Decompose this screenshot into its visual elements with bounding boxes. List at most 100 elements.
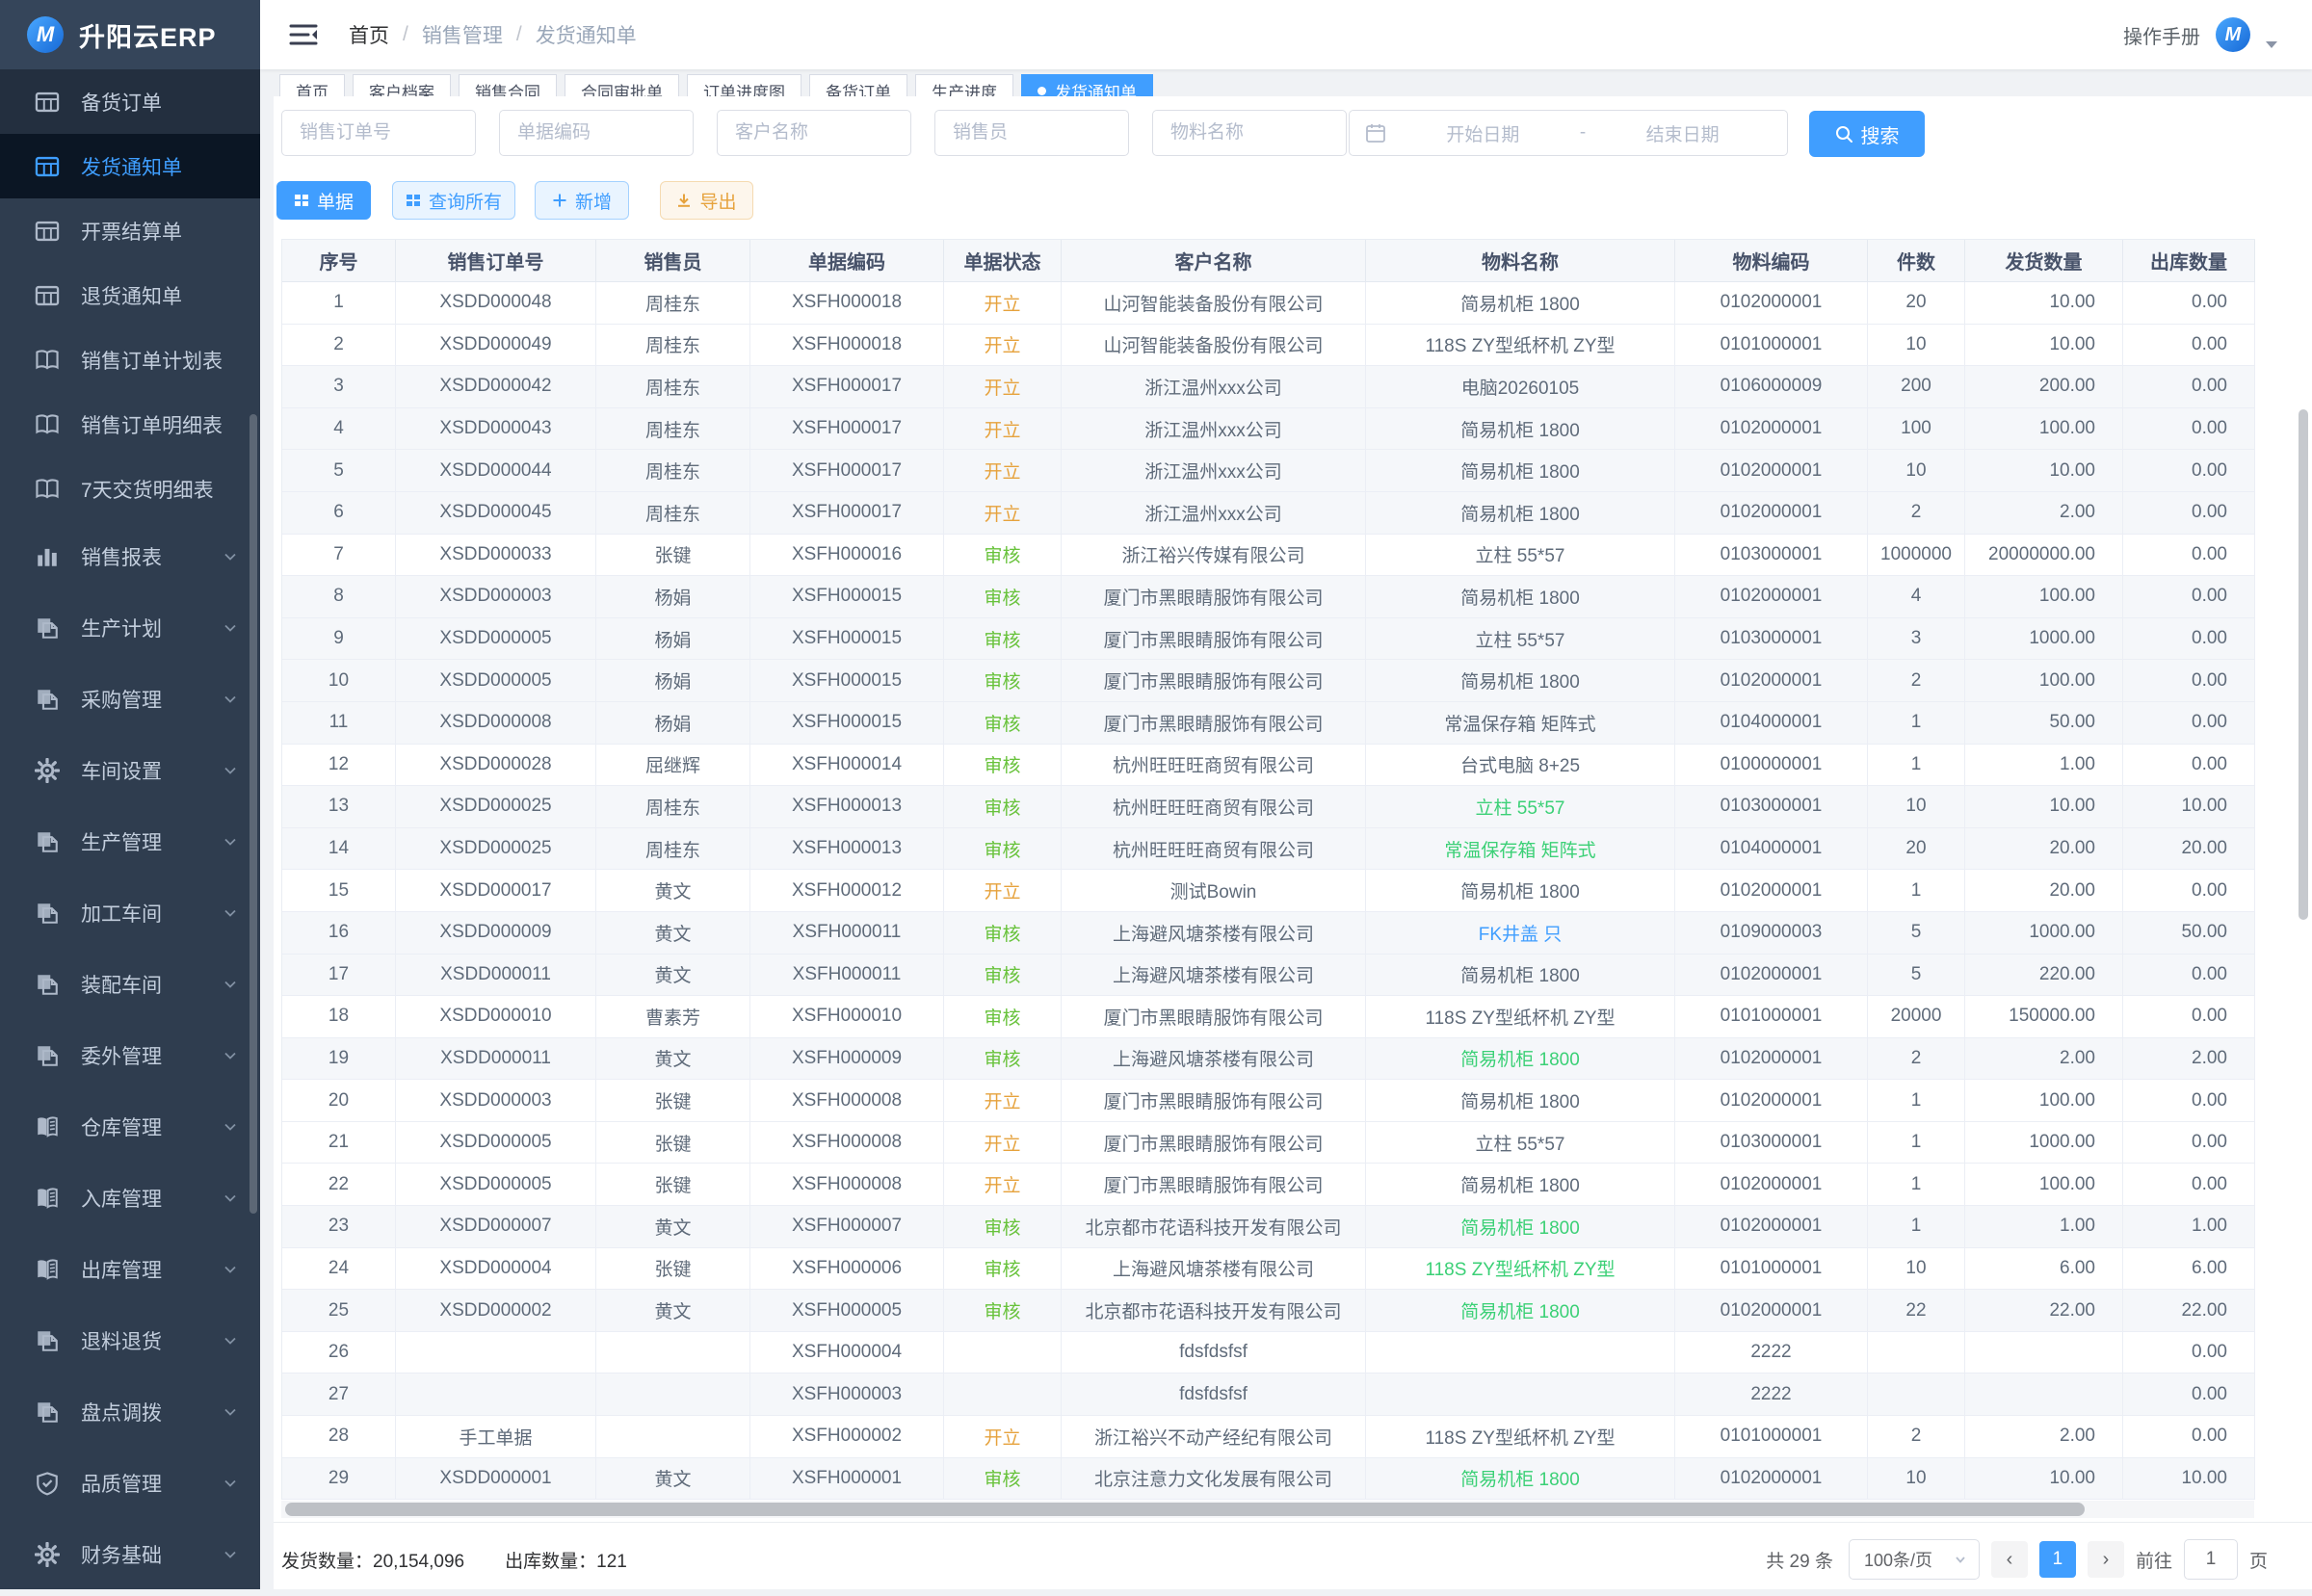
sidebar-item-sales-order-detail[interactable]: 销售订单明细表 — [0, 392, 260, 457]
sidebar-item-outsourcing-mgmt[interactable]: 委外管理 — [0, 1020, 260, 1091]
cell-doc[interactable]: XSFH000001 — [750, 1457, 944, 1501]
table-row[interactable]: 3 XSDD000042 周桂东 XSFH000017 开立 浙江温州xxx公司 电脑202… — [282, 366, 2255, 408]
cell-doc[interactable]: XSFH000013 — [750, 786, 944, 828]
cell-doc[interactable]: XSFH000003 — [750, 1374, 944, 1417]
table-row[interactable]: 11 XSDD000008 杨娟 XSFH000015 审核 厦门市黑眼睛服饰有限公司 常温… — [282, 701, 2255, 745]
customer-name-input[interactable] — [717, 110, 911, 156]
table-row[interactable]: 7 XSDD000033 张键 XSFH000016 审核 浙江裕兴传媒有限公司 立柱 55… — [282, 534, 2255, 577]
table-row[interactable]: 9 XSDD000005 杨娟 XSFH000015 审核 厦门市黑眼睛服饰有限公司 立柱 … — [282, 617, 2255, 661]
sidebar-scrollbar[interactable] — [250, 414, 257, 1214]
sidebar-item-production-plan[interactable]: 生产计划 — [0, 592, 260, 664]
cell-doc[interactable]: XSFH000010 — [750, 996, 944, 1038]
search-button[interactable]: 搜索 — [1809, 111, 1925, 157]
table-row[interactable]: 24 XSDD000004 张键 XSFH000006 审核 上海避风塘茶楼有限公司 118… — [282, 1247, 2255, 1291]
goto-page-input[interactable] — [2183, 1539, 2238, 1580]
doc-button[interactable]: 单据 — [276, 181, 371, 220]
table-row[interactable]: 1 XSDD000048 周桂东 XSFH000018 开立 山河智能装备股份有限公司 简易… — [282, 282, 2255, 325]
table-row[interactable]: 4 XSDD000043 周桂东 XSFH000017 开立 浙江温州xxx公司 简易机柜 … — [282, 407, 2255, 451]
table-row[interactable]: 12 XSDD000028 屈继辉 XSFH000014 审核 杭州旺旺旺商贸有限公司 台式… — [282, 744, 2255, 787]
cell-doc[interactable]: XSFH000017 — [750, 407, 944, 451]
material-name-input[interactable] — [1152, 110, 1347, 156]
sidebar-item-assembly-workshop[interactable]: 装配车间 — [0, 949, 260, 1020]
cell-doc[interactable]: XSFH000008 — [750, 1121, 944, 1164]
export-button[interactable]: 导出 — [660, 181, 753, 220]
table-row[interactable]: 20 XSDD000003 张键 XSFH000008 开立 厦门市黑眼睛服饰有限公司 简易… — [282, 1080, 2255, 1122]
user-avatar[interactable]: M — [2216, 17, 2250, 52]
sales-order-no-input[interactable] — [281, 110, 476, 156]
table-row[interactable]: 28 手工单据 XSFH000002 开立 浙江裕兴不动产经纪有限公司 118S ZY型纸… — [282, 1416, 2255, 1458]
table-row[interactable]: 22 XSDD000005 张键 XSFH000008 开立 厦门市黑眼睛服饰有限公司 简易… — [282, 1164, 2255, 1207]
breadcrumb-sales-mgmt[interactable]: 销售管理 — [421, 25, 503, 47]
sidebar-item-shipping-notices[interactable]: 发货通知单 — [0, 134, 260, 198]
table-row[interactable]: 15 XSDD000017 黄文 XSFH000012 开立 测试Bowin 简易机柜 18… — [282, 870, 2255, 912]
table-row[interactable]: 13 XSDD000025 周桂东 XSFH000013 审核 杭州旺旺旺商贸有限公司 立柱… — [282, 786, 2255, 828]
cell-doc[interactable]: XSFH000002 — [750, 1416, 944, 1458]
cell-doc[interactable]: XSFH000015 — [750, 660, 944, 702]
table-row[interactable]: 29 XSDD000001 黄文 XSFH000001 审核 北京注意力文化发展有限公司简… — [282, 1457, 2255, 1501]
next-page-button[interactable]: › — [2087, 1541, 2124, 1578]
cell-doc[interactable]: XSFH000006 — [750, 1247, 944, 1291]
table-row[interactable]: 6 XSDD000045 周桂东 XSFH000017 开立 浙江温州xxx公司 简易机柜 … — [282, 491, 2255, 535]
doc-code-input[interactable] — [499, 110, 694, 156]
cell-doc[interactable]: XSFH000012 — [750, 870, 944, 912]
cell-doc[interactable]: XSFH000008 — [750, 1164, 944, 1207]
cell-doc[interactable]: XSFH000008 — [750, 1080, 944, 1122]
sidebar-item-sales-report[interactable]: 销售报表 — [0, 521, 260, 592]
cell-doc[interactable]: XSFH000007 — [750, 1206, 944, 1248]
date-range-picker[interactable]: 开始日期 - 结束日期 — [1349, 110, 1788, 156]
cell-doc[interactable]: XSFH000017 — [750, 450, 944, 492]
cell-doc[interactable]: XSFH000017 — [750, 491, 944, 535]
sidebar-item-processing-workshop[interactable]: 加工车间 — [0, 877, 260, 949]
cell-doc[interactable]: XSFH000011 — [750, 911, 944, 955]
table-row[interactable]: 14 XSDD000025 周桂东 XSFH000013 审核 杭州旺旺旺商贸有限公司 常温… — [282, 827, 2255, 871]
cell-doc[interactable]: XSFH000018 — [750, 282, 944, 325]
horizontal-scrollbar[interactable] — [281, 1501, 2254, 1518]
sidebar-item-quality-mgmt[interactable]: 品质管理 — [0, 1448, 260, 1519]
salesperson-input[interactable] — [934, 110, 1129, 156]
cell-doc[interactable]: XSFH000009 — [750, 1037, 944, 1081]
query-all-button[interactable]: 查询所有 — [392, 181, 515, 220]
table-row[interactable]: 5 XSDD000044 周桂东 XSFH000017 开立 浙江温州xxx公司 简易机柜 … — [282, 450, 2255, 492]
sidebar-item-stock-orders[interactable]: 备货订单 — [0, 69, 260, 134]
table-row[interactable]: 19 XSDD000011 黄文 XSFH000009 审核 上海避风塘茶楼有限公司 简易机… — [282, 1037, 2255, 1081]
cell-doc[interactable]: XSFH000014 — [750, 744, 944, 787]
add-button[interactable]: 新增 — [535, 181, 629, 220]
cell-doc[interactable]: XSFH000015 — [750, 701, 944, 745]
sidebar-item-inbound-mgmt[interactable]: 入库管理 — [0, 1163, 260, 1234]
manual-link[interactable]: 操作手册 — [2123, 26, 2200, 48]
sidebar-item-production-mgmt[interactable]: 生产管理 — [0, 806, 260, 877]
sidebar-item-invoice-settlement[interactable]: 开票结算单 — [0, 198, 260, 263]
cell-doc[interactable]: XSFH000005 — [750, 1290, 944, 1332]
table-row[interactable]: 23 XSDD000007 黄文 XSFH000007 审核 北京都市花语科技开发有限公司… — [282, 1206, 2255, 1248]
end-date-placeholder[interactable]: 结束日期 — [1645, 124, 1720, 145]
start-date-placeholder[interactable]: 开始日期 — [1446, 124, 1520, 145]
sidebar-item-outbound-mgmt[interactable]: 出库管理 — [0, 1234, 260, 1305]
cell-doc[interactable]: XSFH000004 — [750, 1331, 944, 1374]
cell-doc[interactable]: XSFH000017 — [750, 366, 944, 408]
page-1-button[interactable]: 1 — [2038, 1541, 2076, 1578]
table-row[interactable]: 8 XSDD000003 杨娟 XSFH000015 审核 厦门市黑眼睛服饰有限公司 简易机… — [282, 576, 2255, 618]
cell-doc[interactable]: XSFH000011 — [750, 954, 944, 997]
page-size-select[interactable]: 100条/页 — [1848, 1539, 1980, 1580]
sidebar-item-material-return[interactable]: 退料退货 — [0, 1305, 260, 1376]
breadcrumb-home[interactable]: 首页 — [349, 25, 389, 47]
table-row[interactable]: 16 XSDD000009 黄文 XSFH000011 审核 上海避风塘茶楼有限公司 FK井… — [282, 911, 2255, 955]
table-row[interactable]: 27 XSFH000003 fdsfdsfsf 2222 0.00 — [282, 1374, 2255, 1417]
sidebar-item-warehouse-mgmt[interactable]: 仓库管理 — [0, 1091, 260, 1163]
sidebar-item-finance-basic[interactable]: 财务基础 — [0, 1519, 260, 1590]
cell-doc[interactable]: XSFH000013 — [750, 827, 944, 871]
table-row[interactable]: 25 XSDD000002 黄文 XSFH000005 审核 北京都市花语科技开发有限公司… — [282, 1290, 2255, 1332]
sidebar-item-stocktake-transfer[interactable]: 盘点调拨 — [0, 1376, 260, 1448]
table-row[interactable]: 21 XSDD000005 张键 XSFH000008 开立 厦门市黑眼睛服饰有限公司 立柱… — [282, 1121, 2255, 1164]
sidebar-item-seven-day-delivery[interactable]: 7天交货明细表 — [0, 457, 260, 521]
user-menu-caret-icon[interactable] — [2266, 40, 2277, 48]
table-row[interactable]: 10 XSDD000005 杨娟 XSFH000015 审核 厦门市黑眼睛服饰有限公司 简易… — [282, 660, 2255, 702]
cell-doc[interactable]: XSFH000018 — [750, 324, 944, 367]
table-row[interactable]: 18 XSDD000010 曹素芳 XSFH000010 审核 厦门市黑眼睛服饰有限公司 1… — [282, 996, 2255, 1038]
horizontal-scrollbar-thumb[interactable] — [285, 1503, 2085, 1516]
table-row[interactable]: 2 XSDD000049 周桂东 XSFH000018 开立 山河智能装备股份有限公司 11… — [282, 324, 2255, 367]
table-row[interactable]: 17 XSDD000011 黄文 XSFH000011 审核 上海避风塘茶楼有限公司 简易机… — [282, 954, 2255, 997]
page-vertical-scrollbar[interactable] — [2299, 409, 2308, 920]
collapse-menu-icon[interactable] — [289, 22, 318, 47]
table-row[interactable]: 26 XSFH000004 fdsfdsfsf 2222 0.00 — [282, 1331, 2255, 1374]
